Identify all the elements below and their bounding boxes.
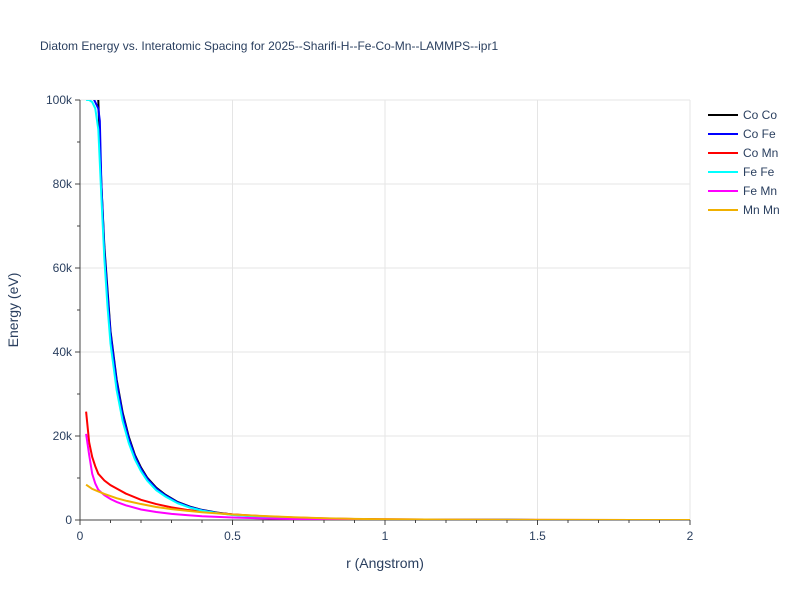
legend-label: Co Fe [743, 127, 776, 141]
y-tick-label: 40k [53, 345, 73, 359]
legend-label: Co Mn [743, 146, 778, 160]
legend-label: Co Co [743, 108, 777, 122]
legend-label: Mn Mn [743, 203, 780, 217]
chart-title: Diatom Energy vs. Interatomic Spacing fo… [40, 39, 498, 53]
x-tick-label: 1.5 [529, 529, 546, 543]
y-tick-label: 80k [53, 177, 73, 191]
y-tick-label: 100k [46, 93, 73, 107]
x-tick-label: 1 [382, 529, 389, 543]
y-tick-label: 20k [53, 429, 73, 443]
x-tick-label: 2 [687, 529, 694, 543]
legend-label: Fe Fe [743, 165, 775, 179]
series-line-co-co [97, 100, 690, 520]
grid [80, 99, 691, 520]
y-axis-title: Energy (eV) [5, 273, 21, 348]
x-tick-label: 0.5 [224, 529, 241, 543]
series-line-mn-mn [85, 483, 690, 520]
series-lines [85, 100, 690, 520]
y-tick-label: 0 [65, 513, 72, 527]
legend-label: Fe Mn [743, 184, 777, 198]
axes [75, 99, 691, 525]
legend: Co Co Co Fe Co Mn Fe Fe Fe Mn Mn Mn [708, 108, 780, 217]
series-line-fe-mn [85, 433, 690, 520]
y-tick-label: 60k [53, 261, 73, 275]
series-line-fe-fe [86, 100, 690, 520]
series-line-co-fe [93, 100, 690, 520]
tick-labels: 0 0.5 1 1.5 2 0 20k 40k 60k 80k 100k [46, 93, 694, 543]
x-tick-label: 0 [77, 529, 84, 543]
x-axis-title: r (Angstrom) [346, 555, 424, 571]
